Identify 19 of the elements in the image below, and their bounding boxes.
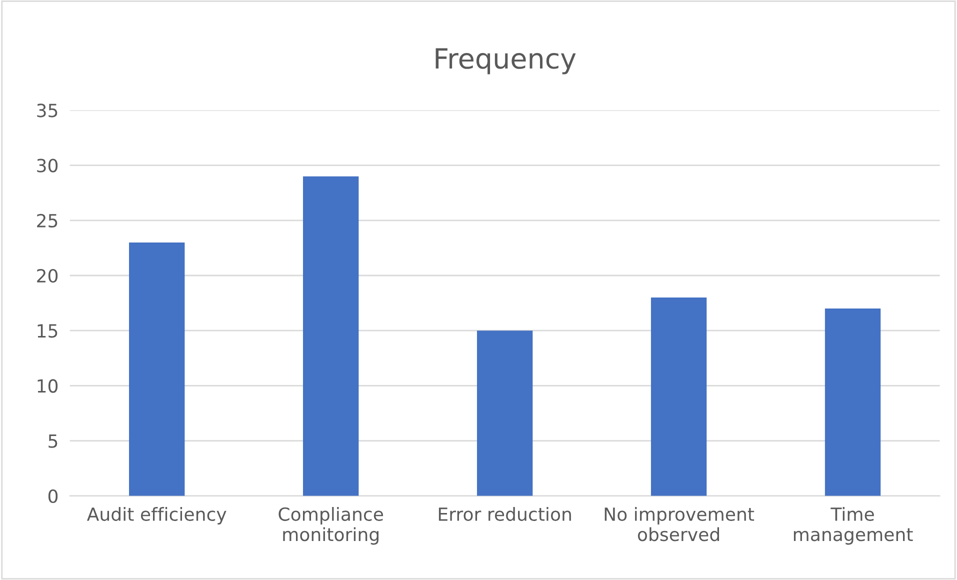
bar — [650, 298, 707, 496]
bar — [303, 176, 359, 496]
x-tick-label: Error reduction — [438, 507, 571, 521]
bar — [476, 330, 533, 496]
y-tick-label: 0 — [48, 489, 58, 504]
bar — [824, 308, 881, 496]
bar — [129, 242, 185, 496]
y-tick-label: 10 — [38, 379, 58, 393]
y-tick-label: 20 — [37, 268, 58, 283]
chart-title: Frequency — [436, 48, 576, 74]
y-tick-label: 5 — [48, 434, 58, 448]
x-tick-label: Time management — [794, 507, 913, 545]
y-tick-label: 30 — [37, 158, 58, 172]
x-tick-label: Audit efficiency — [86, 507, 226, 524]
x-tick-label: No improvement observed — [604, 507, 754, 542]
y-tick-label: 15 — [38, 324, 58, 338]
y-tick-label: 25 — [37, 214, 58, 228]
y-tick-label: 35 — [37, 104, 58, 118]
x-tick-label: Compliance monitoring — [278, 507, 384, 545]
